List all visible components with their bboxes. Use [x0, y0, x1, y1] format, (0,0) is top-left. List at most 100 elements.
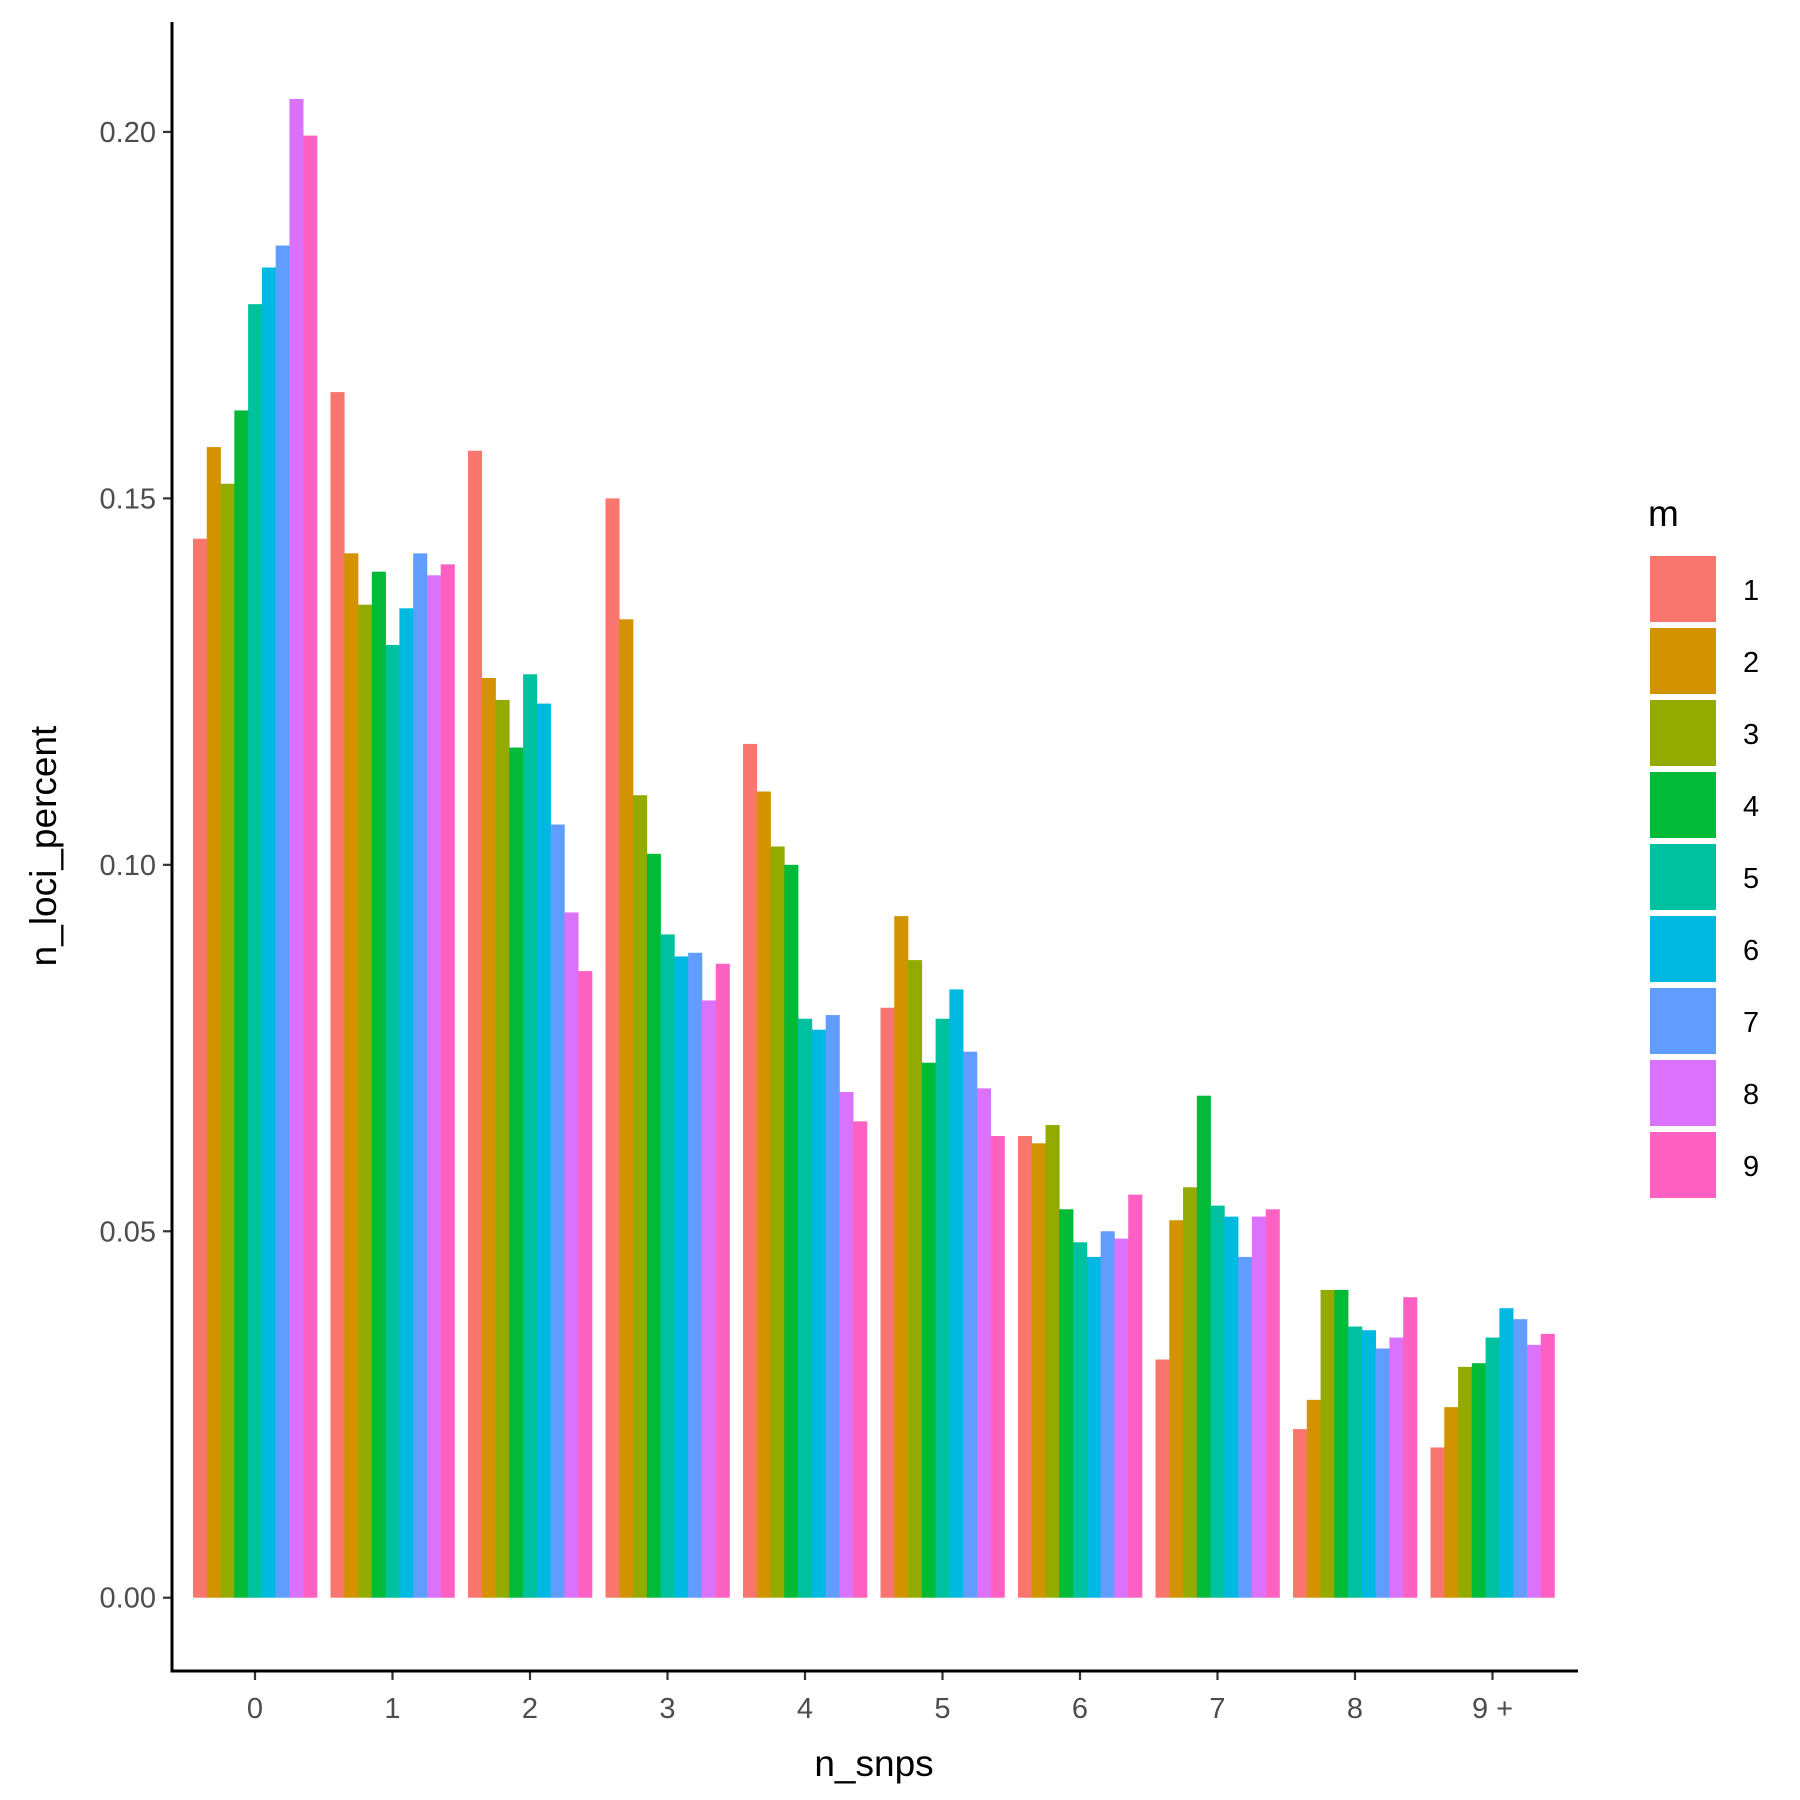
- bar: [1513, 1319, 1528, 1598]
- bar: [509, 747, 524, 1598]
- bar: [1526, 1344, 1542, 1598]
- legend-label: 4: [1743, 791, 1759, 823]
- bar: [426, 575, 442, 1598]
- legend-label: 9: [1743, 1151, 1759, 1183]
- legend-label: 7: [1743, 1007, 1759, 1039]
- bar: [303, 135, 318, 1598]
- bar: [701, 1000, 717, 1598]
- bar: [1238, 1256, 1253, 1598]
- bar: [1403, 1297, 1418, 1598]
- x-tick-label: 5: [934, 1693, 950, 1725]
- y-tick-label: 0.20: [100, 117, 156, 149]
- bar: [495, 699, 510, 1598]
- legend-swatch: [1650, 772, 1716, 838]
- bar: [1196, 1095, 1211, 1598]
- bar: [963, 1051, 978, 1598]
- x-tick-label: 4: [797, 1693, 813, 1725]
- bar: [1073, 1242, 1088, 1598]
- x-tick-label: 3: [659, 1693, 675, 1725]
- bar: [344, 553, 359, 1598]
- bar: [206, 447, 221, 1598]
- bar: [234, 410, 249, 1598]
- bar: [646, 853, 661, 1598]
- bar: [550, 824, 565, 1598]
- bar: [523, 674, 538, 1598]
- legend-label: 6: [1743, 935, 1759, 967]
- bar: [935, 1018, 950, 1598]
- bar: [619, 619, 634, 1598]
- bar: [770, 846, 785, 1598]
- bar: [1059, 1209, 1074, 1598]
- bar: [1251, 1216, 1267, 1598]
- bar: [784, 864, 799, 1598]
- bar: [825, 1015, 840, 1598]
- bar: [633, 795, 648, 1598]
- bar: [1086, 1256, 1101, 1598]
- bar: [1128, 1194, 1143, 1598]
- bar: [1306, 1399, 1321, 1598]
- x-tick-label: 7: [1209, 1693, 1225, 1725]
- bar: [894, 916, 909, 1598]
- legend-swatch: [1650, 1060, 1716, 1126]
- bar: [1293, 1429, 1308, 1598]
- bar: [248, 304, 263, 1598]
- bar: [358, 604, 373, 1598]
- bar: [440, 564, 455, 1598]
- bar: [1320, 1289, 1335, 1598]
- x-axis-ticks: 0 1 2 3 4 5 6 7 8 9 +: [247, 1671, 1513, 1725]
- bar: [385, 644, 400, 1598]
- bar: [1334, 1289, 1349, 1598]
- bar: [564, 912, 579, 1598]
- legend-swatch: [1650, 628, 1716, 694]
- bars-layer: [193, 98, 1555, 1598]
- y-tick-label: 0.05: [100, 1216, 156, 1248]
- x-tick-label: 2: [522, 1693, 538, 1725]
- bar: [1265, 1209, 1280, 1598]
- bar: [976, 1088, 992, 1598]
- legend-swatch: [1650, 1132, 1716, 1198]
- bar: [688, 952, 703, 1598]
- bar: [1169, 1220, 1184, 1598]
- bar: [1348, 1326, 1363, 1598]
- bar: [715, 963, 730, 1598]
- y-axis-title: n_loci_percent: [23, 725, 64, 966]
- bar: [756, 791, 771, 1598]
- legend-swatch: [1650, 844, 1716, 910]
- bar: [1155, 1359, 1170, 1598]
- bar: [1210, 1205, 1225, 1598]
- x-tick-label: 1: [384, 1693, 400, 1725]
- x-tick-label: 8: [1347, 1693, 1363, 1725]
- legend-swatch: [1650, 556, 1716, 622]
- bar: [660, 934, 675, 1598]
- bar: [220, 483, 235, 1598]
- bar: [1100, 1231, 1115, 1598]
- bar: [1430, 1447, 1445, 1598]
- bar: [1389, 1337, 1404, 1598]
- bar: [1375, 1348, 1390, 1598]
- bar: [1183, 1187, 1198, 1598]
- bar: [481, 677, 496, 1598]
- bar: [536, 703, 551, 1598]
- bar: [853, 1121, 868, 1598]
- bar: [880, 1007, 895, 1598]
- bar: [743, 743, 758, 1598]
- bar: [193, 538, 208, 1598]
- y-tick-label: 0.00: [100, 1583, 156, 1615]
- legend-title: m: [1648, 493, 1679, 534]
- bar: [949, 989, 964, 1598]
- bar: [1471, 1363, 1486, 1598]
- bar: [1540, 1333, 1555, 1598]
- bar: [1114, 1238, 1129, 1598]
- legend-label: 1: [1743, 575, 1759, 607]
- bar: [275, 245, 290, 1598]
- bar: [811, 1029, 826, 1598]
- bar: [674, 956, 689, 1598]
- bar: [1485, 1337, 1500, 1598]
- bar: [1018, 1135, 1033, 1598]
- bar: [1224, 1216, 1239, 1598]
- x-tick-label: 6: [1072, 1693, 1088, 1725]
- bar: [1031, 1143, 1046, 1598]
- legend-label: 2: [1743, 647, 1759, 679]
- bar: [468, 450, 483, 1598]
